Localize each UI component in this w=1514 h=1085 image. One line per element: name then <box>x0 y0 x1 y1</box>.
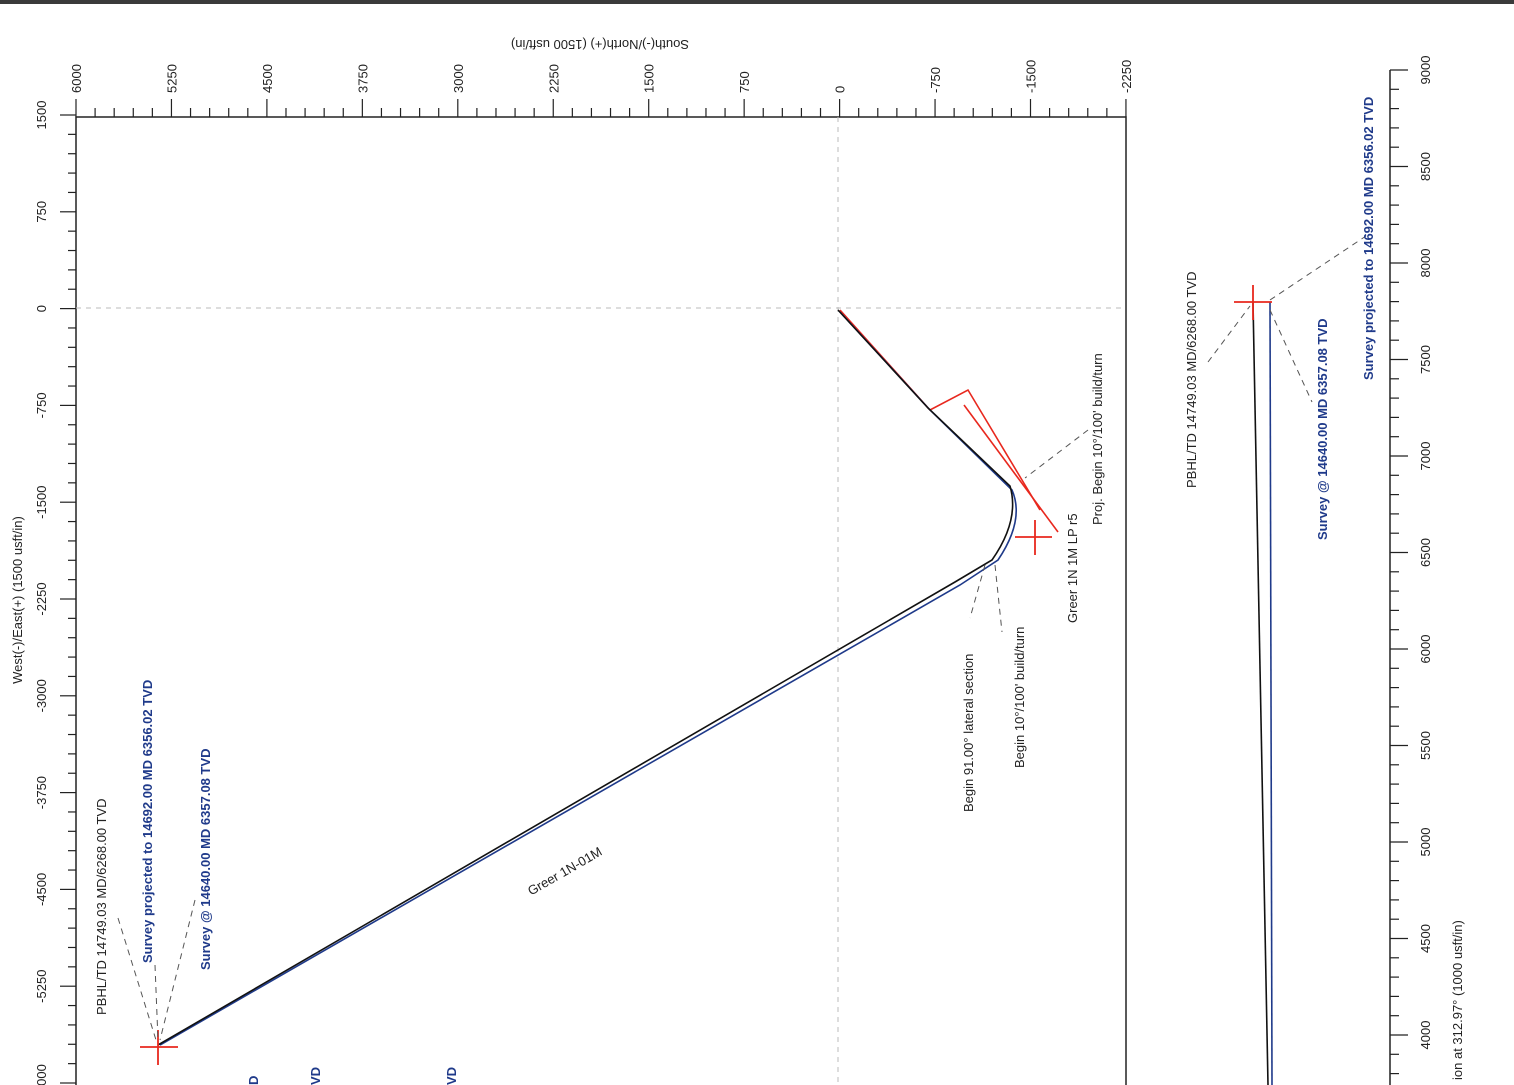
begin-build-leader <box>994 564 1003 633</box>
planned-path-offset-line <box>963 404 1059 533</box>
top-axis-tick-label: 4500 <box>260 64 275 93</box>
section-pbhl-label: PBHL/TD 14749.03 MD/6268.00 TVD <box>1184 271 1199 488</box>
right-axis-tick-label: 4000 <box>1418 1021 1433 1050</box>
left-axis-tick-label: 0 <box>34 305 49 312</box>
section-survey-projected-label: Survey projected to 14692.00 MD 6356.02 … <box>1361 97 1376 380</box>
plan-survey-at-label: Survey @ 14640.00 MD 6357.08 TVD <box>198 748 213 970</box>
section-survey-at-label: Survey @ 14640.00 MD 6357.08 TVD <box>1315 318 1330 540</box>
right-axis-tick-label: 4500 <box>1418 924 1433 953</box>
begin-lateral-leader <box>969 564 986 619</box>
section-actual-survey <box>1269 301 1273 1085</box>
right-axis-tick-labels: 9000 8500 8000 7500 7000 6500 6000 5500 5000 4500… <box>1418 56 1433 1050</box>
top-axis-tick-label: 6000 <box>69 64 84 93</box>
left-axis-tick-labels: 1500 750 0 -750 -1500 -2250 -3000 -3750 -4500 -52… <box>34 101 49 1003</box>
cutoff-label-3: VD <box>444 1067 459 1085</box>
left-axis-tick-label: -3750 <box>34 776 49 809</box>
left-axis-bottom-tick-partial: 000 <box>34 1064 49 1085</box>
left-axis-tick-label: 1500 <box>34 101 49 130</box>
right-axis-tick-label: 6500 <box>1418 538 1433 567</box>
left-axis-tick-label: -1500 <box>34 486 49 519</box>
plan-pbhl-label: PBHL/TD 14749.03 MD/6268.00 TVD <box>94 798 109 1015</box>
left-axis-title: West(-)/East(+) (1500 usft/in) <box>10 516 25 684</box>
top-axis-tick-label: 0 <box>833 86 848 93</box>
top-axis-tick-label: 1500 <box>642 64 657 93</box>
plan-view: 6000 5250 4500 3750 3000 2250 1500 750 0 -750 -150… <box>10 37 1134 1085</box>
cutoff-label-2: VD <box>308 1067 323 1085</box>
right-axis-tick-label: 6000 <box>1418 635 1433 664</box>
left-axis-tick-label: -750 <box>34 392 49 418</box>
section-pbhl-leader <box>1207 305 1251 363</box>
right-axis-tick-label: 7500 <box>1418 345 1433 374</box>
right-axis-tick-label: 8500 <box>1418 152 1433 181</box>
top-axis-title: South(-)/North(+) (1500 usft/in) <box>511 37 689 52</box>
top-axis-ticks <box>75 99 1127 117</box>
right-axis-tick-label: 5000 <box>1418 828 1433 857</box>
section-view: 9000 8500 8000 7500 7000 6500 6000 5500 5000 4500… <box>1184 56 1465 1085</box>
top-axis-tick-label: 3750 <box>355 64 370 93</box>
top-border <box>0 0 1514 4</box>
wellbore-path <box>157 309 1014 1046</box>
right-axis-tick-label: 8000 <box>1418 249 1433 278</box>
right-axis-tick-label: 5500 <box>1418 731 1433 760</box>
top-axis-tick-label: -750 <box>928 67 943 93</box>
actual-survey-path <box>159 311 1018 1046</box>
right-axis-ticks <box>1390 69 1408 1075</box>
top-axis-tick-label: 5250 <box>164 64 179 93</box>
survey-projected-leader <box>154 964 159 1041</box>
section-survey-at-leader <box>1269 309 1313 403</box>
right-axis-tick-label: 7000 <box>1418 442 1433 471</box>
lp-label: Greer 1N 1M LP r5 <box>1065 513 1080 623</box>
plan-view-frame <box>75 116 1127 1085</box>
survey-at-leader <box>159 899 196 1041</box>
section-survey-projected-leader <box>1269 235 1367 301</box>
planned-path-segment <box>839 309 1041 511</box>
well-name-label: Greer 1N-01M <box>525 844 604 899</box>
left-axis-tick-label: -5250 <box>34 970 49 1003</box>
begin-lateral-label: Begin 91.00° lateral section <box>961 654 976 812</box>
top-axis-tick-label: -1500 <box>1024 60 1039 93</box>
top-axis-tick-label: 750 <box>737 71 752 93</box>
left-axis-tick-label: -4500 <box>34 873 49 906</box>
section-wellbore <box>1252 301 1269 1085</box>
left-axis-ticks <box>60 114 76 1084</box>
top-axis-tick-label: -2250 <box>1119 60 1134 93</box>
proj-build-label: Proj. Begin 10°/100' build/turn <box>1090 353 1105 525</box>
begin-build-label: Begin 10°/100' build/turn <box>1012 627 1027 768</box>
cutoff-label-1: D <box>246 1076 261 1085</box>
top-axis-tick-labels: 6000 5250 4500 3750 3000 2250 1500 750 0 -750 -150… <box>69 60 1134 93</box>
top-axis-tick-label: 3000 <box>451 64 466 93</box>
proj-build-leader <box>1024 429 1089 479</box>
plan-survey-projected-label: Survey projected to 14692.00 MD 6356.02 … <box>140 680 155 963</box>
left-axis-tick-label: 750 <box>34 201 49 223</box>
right-axis-tick-label: 9000 <box>1418 56 1433 85</box>
section-axis-title: ion at 312.97° (1000 usft/in) <box>1450 920 1465 1080</box>
left-axis-tick-label: -3000 <box>34 679 49 712</box>
left-axis-tick-label: -2250 <box>34 582 49 615</box>
top-axis-tick-label: 2250 <box>546 64 561 93</box>
